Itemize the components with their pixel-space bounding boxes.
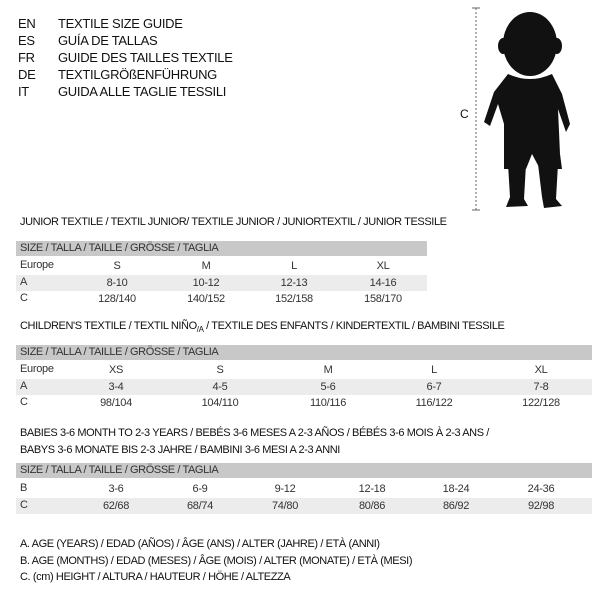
row-label: B	[20, 482, 28, 494]
table-cell: 9-12	[274, 483, 296, 495]
table-cell: 6-7	[426, 380, 442, 393]
table-cell: S	[113, 260, 121, 272]
language-code: DE	[18, 67, 36, 82]
language-code: IT	[18, 84, 29, 99]
legend-a: A. AGE (YEARS) / EDAD (AÑOS) / ÂGE (ANS)…	[20, 538, 380, 550]
guide-title: GUIDA ALLE TAGLIE TESSILI	[58, 84, 227, 99]
children-size-header: SIZE / TALLA / TAILLE / GRÖSSE / TAGLIA	[16, 345, 592, 360]
row-label: C	[20, 498, 28, 511]
children-title-subscript: /A	[196, 325, 204, 335]
table-cell: L	[291, 260, 297, 272]
row-label: A	[20, 275, 28, 288]
row-label: A	[20, 379, 28, 392]
guide-title: GUIDE DES TAILLES TEXTILE	[58, 50, 233, 65]
row-label: Europe	[20, 363, 54, 375]
child-silhouette-icon	[472, 7, 570, 211]
table-cell: 3-6	[108, 483, 124, 495]
table-cell: 62/68	[102, 499, 130, 512]
language-code: EN	[18, 16, 36, 31]
table-cell: 12-18	[358, 483, 386, 495]
table-cell: 158/170	[364, 293, 402, 305]
height-label: C	[460, 107, 469, 121]
junior-size-header: SIZE / TALLA / TAILLE / GRÖSSE / TAGLIA	[16, 241, 427, 256]
table-cell: 80/86	[358, 499, 386, 512]
table-cell: 24-36	[527, 483, 555, 495]
table-cell: L	[431, 364, 437, 376]
table-cell: 140/152	[187, 293, 225, 305]
table-row: B 3-6 6-9 9-12 12-18 18-24 24-36	[16, 481, 592, 497]
language-code: FR	[18, 50, 35, 65]
table-cell: 128/140	[98, 293, 136, 305]
row-label: C	[20, 292, 28, 304]
table-cell: 10-12	[192, 276, 220, 289]
junior-title: JUNIOR TEXTILE / TEXTIL JUNIOR/ TEXTILE …	[20, 216, 447, 228]
table-cell: M	[201, 260, 211, 272]
babies-size-header: SIZE / TALLA / TAILLE / GRÖSSE / TAGLIA	[16, 463, 592, 478]
guide-title: TEXTILE SIZE GUIDE	[58, 16, 183, 31]
table-cell: 6-9	[192, 483, 208, 495]
table-cell: XL	[376, 260, 390, 272]
table-cell: 74/80	[271, 499, 299, 512]
table-cell: 122/128	[522, 397, 560, 409]
table-cell: 104/110	[201, 397, 239, 409]
row-label: Europe	[20, 259, 54, 271]
language-code: ES	[18, 33, 35, 48]
table-cell: 5-6	[320, 380, 336, 393]
legend-b: B. AGE (MONTHS) / EDAD (MESES) / ÂGE (MO…	[20, 555, 413, 567]
table-row: Europe XS S M L XL	[16, 362, 592, 378]
table-cell: 14-16	[369, 276, 397, 289]
guide-title: TEXTILGRÖßENFÜHRUNG	[58, 67, 217, 82]
table-cell: 110/116	[309, 397, 347, 409]
table-cell: M	[323, 364, 333, 376]
table-row: C 128/140 140/152 152/158 158/170	[16, 291, 427, 307]
babies-title-line2: BABYS 3-6 MONATE BIS 2-3 JAHRE / BAMBINI…	[20, 444, 340, 456]
table-cell: 152/158	[275, 293, 313, 305]
table-cell: 116/122	[415, 397, 453, 409]
table-cell: 8-10	[106, 276, 128, 289]
table-cell: 7-8	[533, 380, 549, 393]
table-row: C 62/68 68/74 74/80 80/86 86/92 92/98	[16, 497, 592, 514]
table-row: A 8-10 10-12 12-13 14-16	[16, 274, 427, 291]
table-row: C 98/104 104/110 110/116 116/122 122/128	[16, 395, 592, 411]
table-cell: 18-24	[442, 483, 470, 495]
table-cell: 68/74	[186, 499, 214, 512]
table-cell: 92/98	[527, 499, 555, 512]
table-cell: 98/104	[100, 397, 132, 409]
table-row: Europe S M L XL	[16, 258, 427, 274]
table-cell: 3-4	[108, 380, 124, 393]
table-cell: 4-5	[212, 380, 228, 393]
table-cell: 12-13	[280, 276, 308, 289]
children-title: CHILDREN'S TEXTILE / TEXTIL NIÑO/A / TEX…	[20, 320, 505, 335]
table-cell: XS	[108, 364, 124, 376]
babies-title-line1: BABIES 3-6 MONTH TO 2-3 YEARS / BEBÉS 3-…	[20, 427, 489, 439]
table-cell: S	[216, 364, 224, 376]
guide-title: GUÍA DE TALLAS	[58, 33, 158, 48]
table-cell: 86/92	[442, 499, 470, 512]
table-cell: XL	[534, 364, 548, 376]
legend-c: C. (cm) HEIGHT / ALTURA / HAUTEUR / HÖHE…	[20, 571, 291, 583]
table-row: A 3-4 4-5 5-6 6-7 7-8	[16, 378, 592, 395]
row-label: C	[20, 396, 28, 408]
